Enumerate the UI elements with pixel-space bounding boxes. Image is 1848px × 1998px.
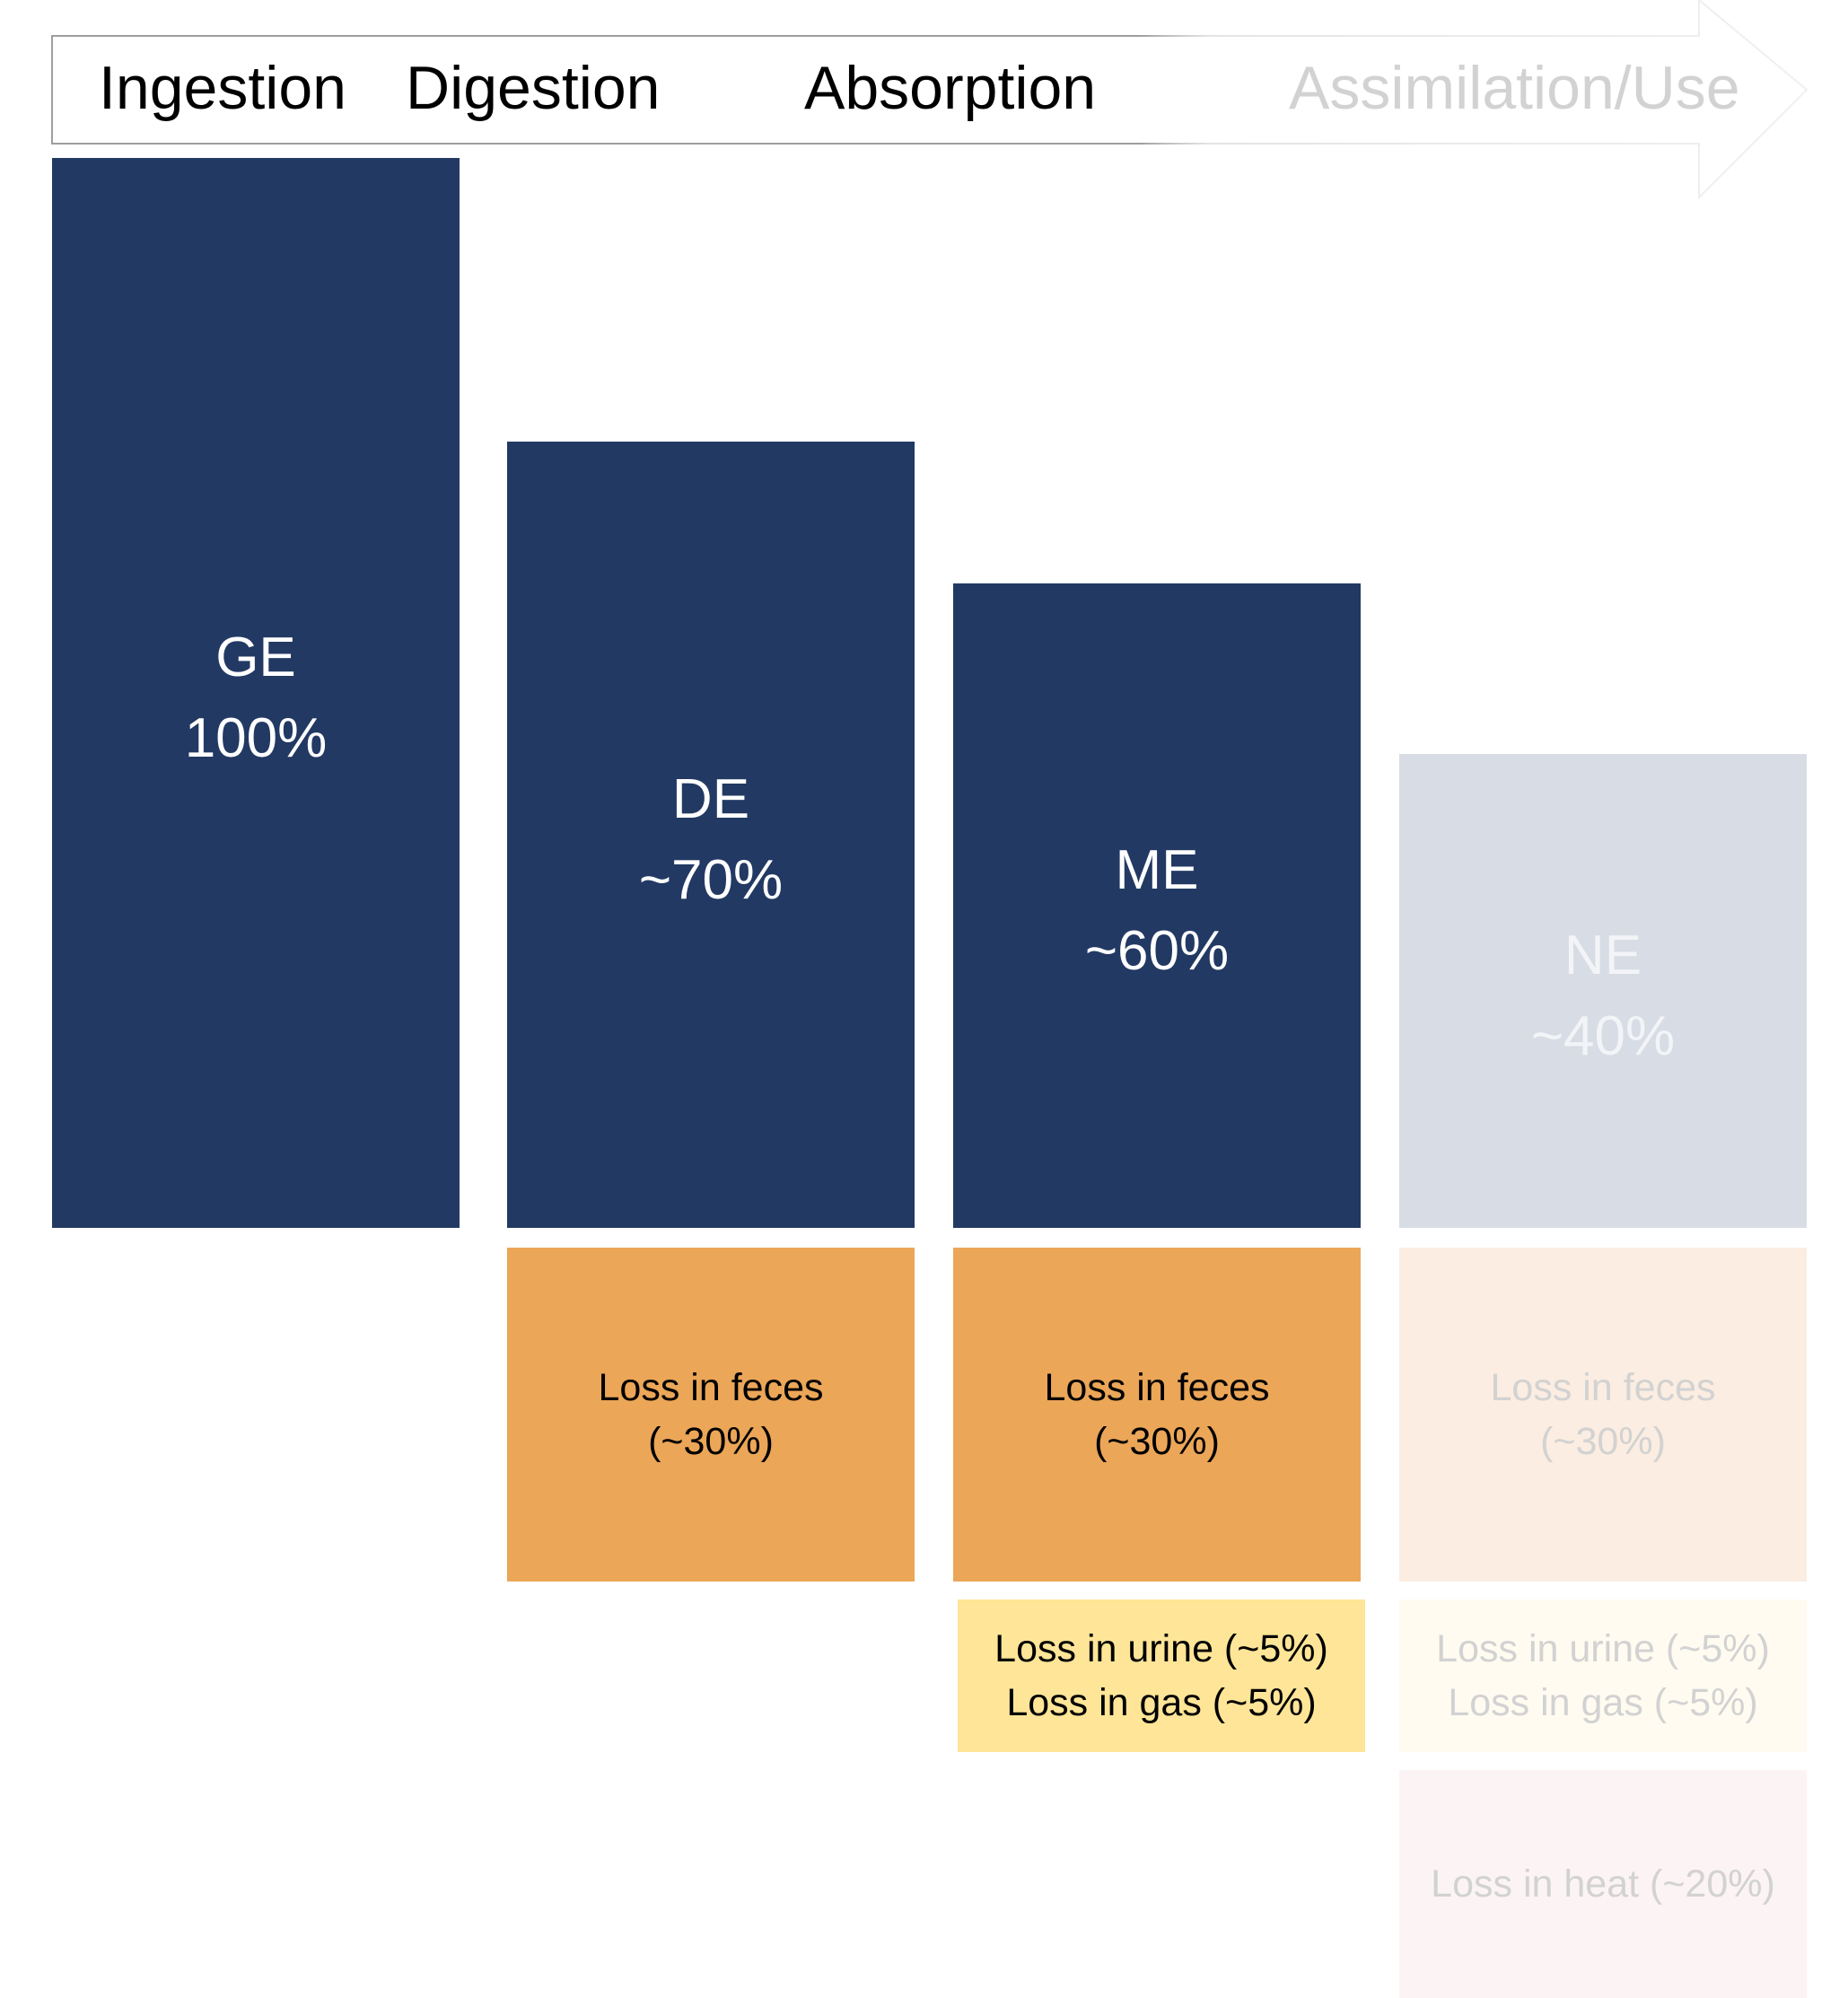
- ge-label: GE: [215, 627, 296, 688]
- ne-heat-loss: Loss in heat (~20%): [1431, 1862, 1775, 1906]
- ne-block: NE ~40%: [1399, 754, 1807, 1228]
- de-value: ~70%: [638, 849, 784, 911]
- ne-label: NE: [1563, 925, 1642, 986]
- stage-ingestion: Ingestion: [99, 54, 346, 122]
- me-urine-gas-loss-block: Loss in urine (~5%) Loss in gas (~5%): [958, 1599, 1365, 1752]
- ne-feces-loss-line-1: Loss in feces: [1490, 1366, 1716, 1409]
- stage-digestion: Digestion: [406, 54, 661, 122]
- process-arrow-outline: [51, 0, 1809, 200]
- ne-feces-loss-line-2: (~30%): [1540, 1420, 1666, 1463]
- me-feces-loss-line-1: Loss in feces: [1044, 1366, 1270, 1409]
- me-feces-loss-block: Loss in feces (~30%): [953, 1248, 1361, 1582]
- me-label: ME: [1115, 839, 1199, 901]
- ne-heat-loss-block: Loss in heat (~20%): [1399, 1770, 1807, 1998]
- ne-value: ~40%: [1530, 1005, 1676, 1067]
- me-block: ME ~60%: [953, 583, 1361, 1228]
- me-value: ~60%: [1084, 920, 1230, 982]
- me-gas-loss: Loss in gas (~5%): [1006, 1681, 1317, 1724]
- ge-value: 100%: [184, 707, 328, 769]
- de-feces-loss-block: Loss in feces (~30%): [507, 1248, 915, 1582]
- ge-block: GE 100%: [52, 158, 460, 1228]
- ne-urine-gas-loss-block: Loss in urine (~5%) Loss in gas (~5%): [1399, 1599, 1807, 1752]
- de-block: DE ~70%: [507, 442, 915, 1228]
- ne-gas-loss: Loss in gas (~5%): [1448, 1681, 1758, 1724]
- ne-feces-loss-block: Loss in feces (~30%): [1399, 1248, 1807, 1582]
- ne-urine-loss: Loss in urine (~5%): [1436, 1627, 1770, 1670]
- me-urine-loss: Loss in urine (~5%): [994, 1627, 1328, 1670]
- de-feces-loss-line-2: (~30%): [648, 1420, 774, 1463]
- de-label: DE: [671, 768, 750, 830]
- process-arrow: [51, 0, 1809, 200]
- stage-absorption: Absorption: [804, 54, 1097, 122]
- de-feces-loss-line-1: Loss in feces: [598, 1366, 824, 1409]
- me-feces-loss-line-2: (~30%): [1094, 1420, 1220, 1463]
- stage-assimilation-use: Assimilation/Use: [1289, 54, 1740, 122]
